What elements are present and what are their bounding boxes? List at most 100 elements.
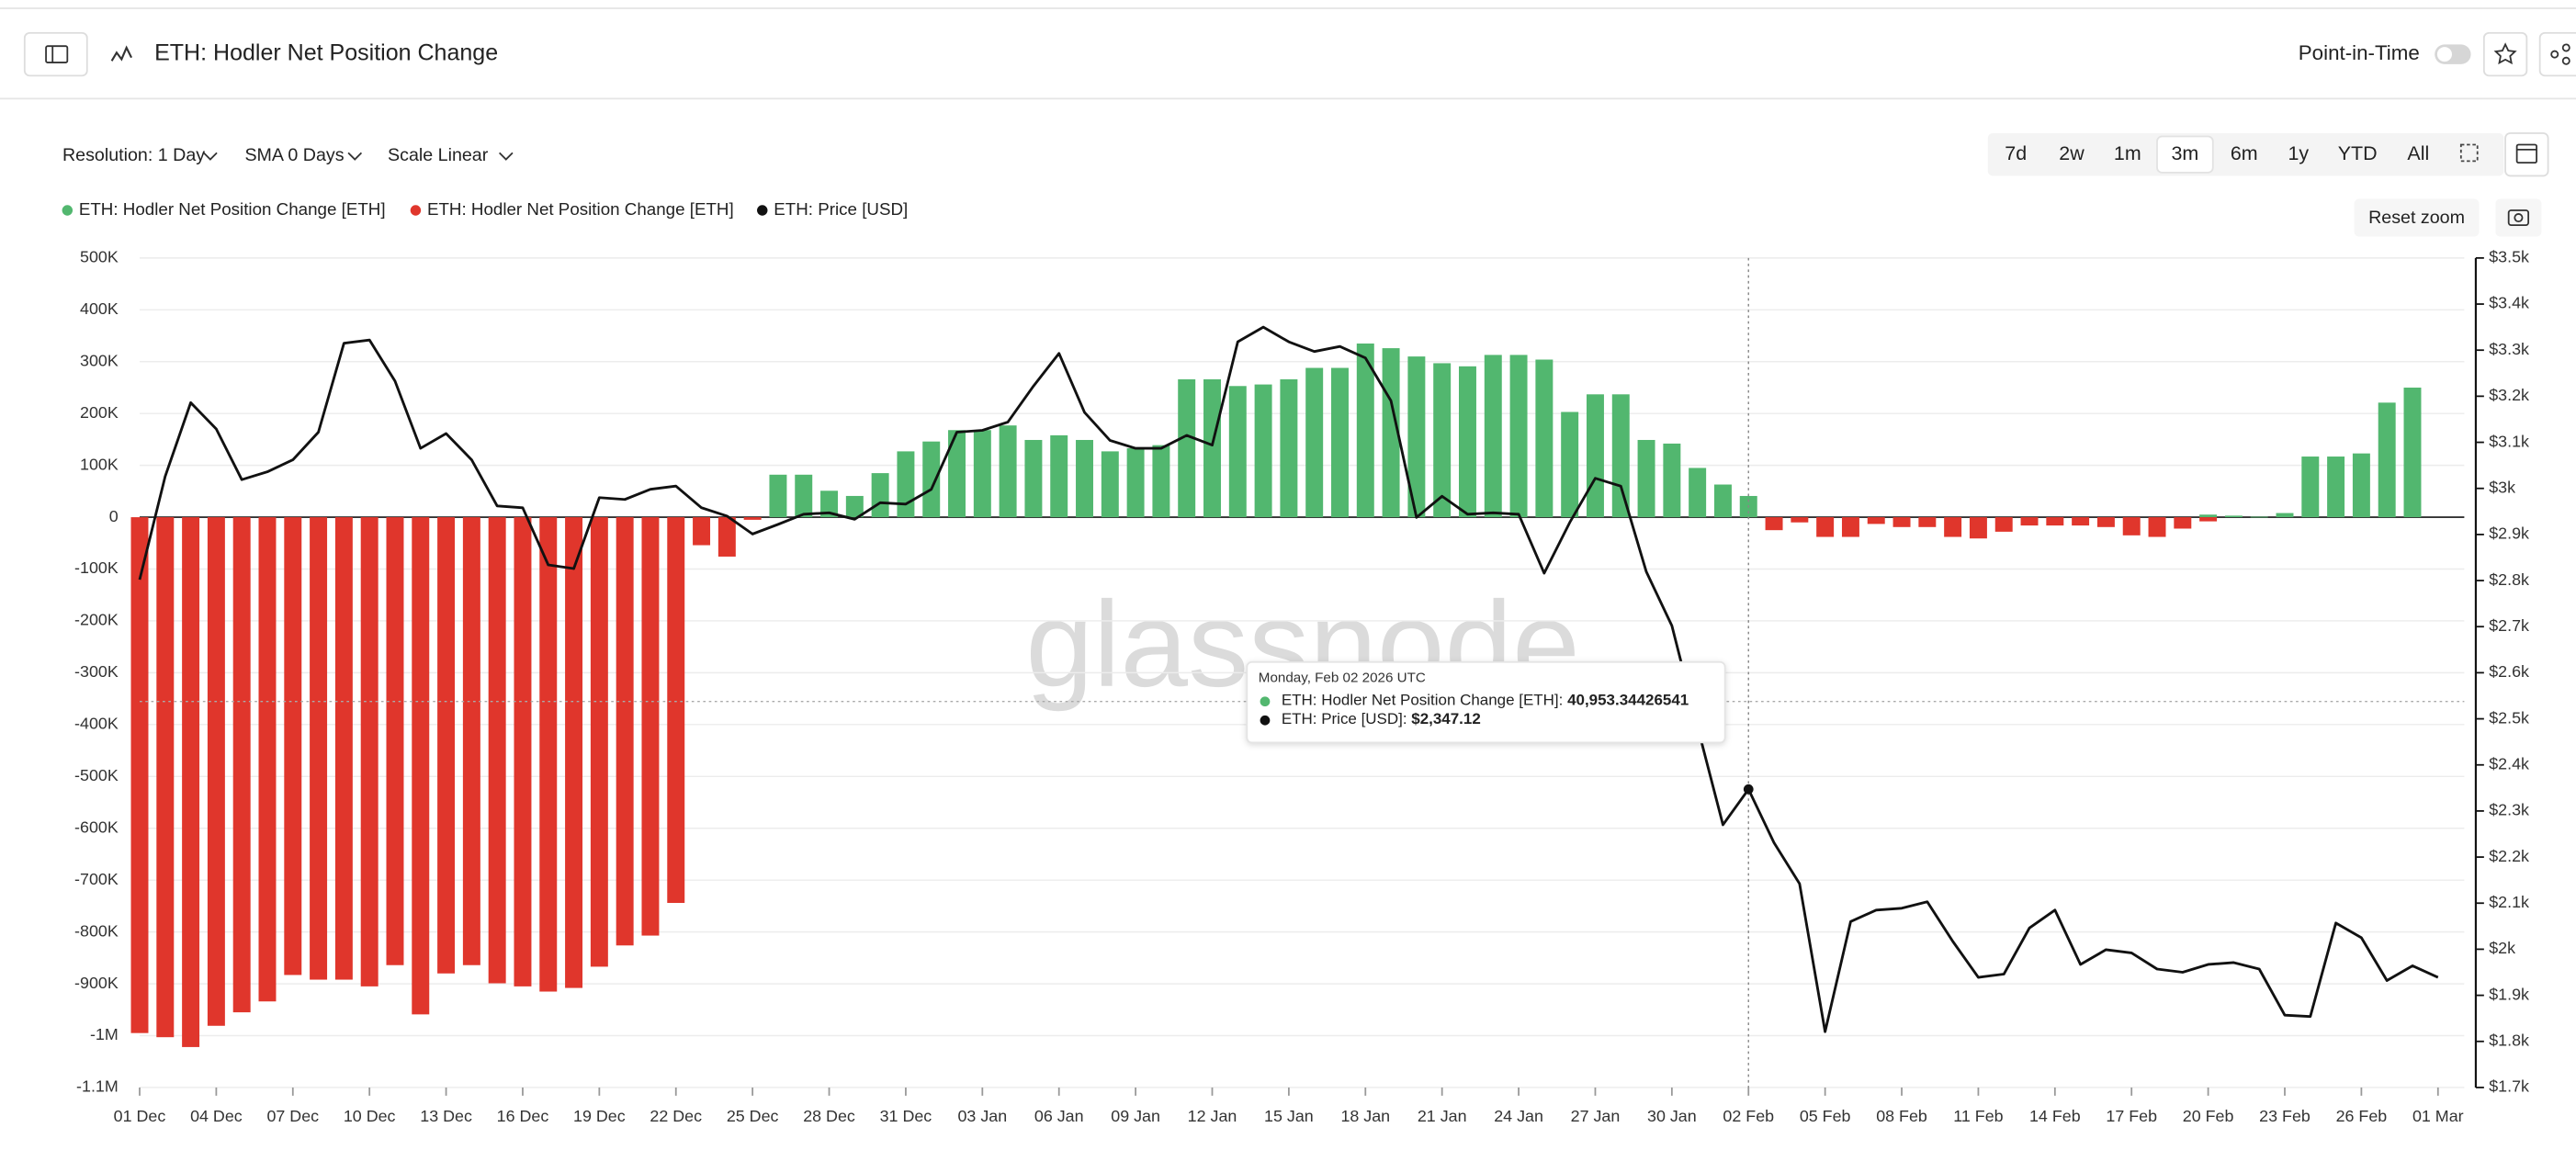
y-tick-label: -600K: [74, 817, 119, 836]
x-tick-label: 03 Jan: [957, 1107, 1007, 1125]
bar: [1356, 343, 1374, 518]
bar: [437, 517, 456, 974]
bar: [1969, 517, 1987, 539]
y2-tick-label: $1.8k: [2489, 1031, 2529, 1049]
bar: [130, 517, 149, 1033]
x-tick-label: 25 Dec: [727, 1107, 779, 1125]
reset-zoom-label: Reset zoom: [2368, 208, 2465, 228]
bar: [156, 517, 175, 1038]
x-tick-label: 21 Jan: [1418, 1107, 1467, 1125]
bar: [412, 517, 430, 1015]
range-label: 6m: [2231, 142, 2258, 164]
point-in-time-toggle[interactable]: [2435, 44, 2471, 64]
bar: [1892, 517, 1911, 527]
legend-item[interactable]: ETH: Price [USD]: [757, 199, 908, 219]
y-tick-label: 300K: [80, 351, 119, 369]
bar: [641, 517, 660, 936]
range-label: 7d: [2005, 142, 2027, 164]
bar: [2224, 515, 2243, 518]
x-tick-label: 17 Feb: [2106, 1107, 2157, 1125]
bar: [1944, 517, 1962, 537]
x-tick-label: 05 Feb: [1800, 1107, 1851, 1125]
range-button[interactable]: 1y: [2288, 142, 2309, 164]
reset-zoom-button[interactable]: Reset zoom: [2354, 198, 2480, 237]
tooltip-title: Monday, Feb 02 2026 UTC: [1259, 671, 1426, 686]
legend-swatch: [410, 205, 422, 216]
y2-tick-label: $3.5k: [2489, 248, 2529, 266]
tooltip-row: ETH: Price [USD]: $2,347.12: [1282, 711, 1481, 728]
y2-tick-label: $2.5k: [2489, 708, 2529, 727]
y2-tick-label: $1.9k: [2489, 985, 2529, 1003]
sma-dropdown[interactable]: SMA 0 Days: [244, 145, 363, 165]
range-button[interactable]: 6m: [2231, 142, 2258, 164]
y2-tick-label: $2.3k: [2489, 801, 2529, 819]
y-tick-label: -100K: [74, 558, 119, 577]
x-tick-label: 04 Dec: [190, 1107, 243, 1125]
scale-dropdown[interactable]: Scale Linear: [388, 145, 514, 165]
bar: [845, 495, 864, 518]
legend-label: ETH: Price [USD]: [774, 199, 908, 219]
range-button[interactable]: 1m: [2114, 142, 2141, 164]
range-button[interactable]: All: [2407, 142, 2429, 164]
bar: [1867, 517, 1885, 524]
legend-label: ETH: Hodler Net Position Change [ETH]: [427, 199, 734, 219]
x-tick-label: 13 Dec: [420, 1107, 472, 1125]
y-tick-label: -700K: [74, 870, 119, 888]
tooltip-swatch: [1260, 715, 1271, 726]
legend-item[interactable]: ETH: Hodler Net Position Change [ETH]: [410, 199, 734, 219]
range-button[interactable]: 7d: [2005, 142, 2027, 164]
screenshot-button[interactable]: [2495, 198, 2542, 237]
bar: [973, 430, 991, 518]
share-button[interactable]: [2538, 31, 2576, 77]
legend-item[interactable]: ETH: Hodler Net Position Change [ETH]: [62, 199, 386, 219]
bar: [334, 517, 353, 980]
calendar-button[interactable]: [2504, 132, 2549, 177]
tooltip-box: [1246, 660, 1726, 744]
bar: [1024, 439, 1043, 518]
bar: [769, 474, 787, 518]
favorite-button[interactable]: [2482, 31, 2528, 77]
y-tick-label: -1.1M: [76, 1077, 119, 1096]
bar: [565, 517, 583, 988]
bar: [2276, 513, 2294, 518]
legend-swatch: [757, 205, 768, 216]
bar: [693, 517, 711, 546]
y-tick-label: 400K: [80, 299, 119, 318]
sma-label: SMA 0 Days: [244, 145, 344, 165]
bar: [1561, 412, 1579, 518]
y-tick-label: 500K: [80, 248, 119, 266]
range-label: 1m: [2114, 142, 2141, 164]
bar: [1918, 517, 1937, 527]
bar: [1203, 378, 1221, 518]
bar: [1689, 468, 1707, 518]
y2-tick-label: $3.3k: [2489, 340, 2529, 358]
bar: [1765, 517, 1783, 531]
bar: [999, 425, 1017, 518]
range-button[interactable]: 3m: [2156, 135, 2214, 174]
y2-tick-label: $2.1k: [2489, 893, 2529, 911]
x-tick-label: 20 Feb: [2183, 1107, 2234, 1125]
sidebar-button[interactable]: [23, 31, 88, 77]
x-tick-label: 02 Feb: [1723, 1107, 1774, 1125]
bar: [1254, 384, 1272, 518]
y2-tick-label: $2.2k: [2489, 847, 2529, 865]
bar: [795, 474, 813, 518]
y-tick-label: -400K: [74, 715, 119, 733]
resolution-dropdown[interactable]: Resolution: 1 Day: [62, 145, 218, 165]
bar: [1586, 394, 1604, 518]
bar: [820, 490, 839, 518]
zoom-select-button[interactable]: [2459, 143, 2479, 163]
bar: [386, 517, 404, 965]
bar: [717, 517, 736, 557]
bar: [2020, 517, 2039, 526]
tooltip-label: ETH: Price [USD]:: [1282, 711, 1411, 728]
metric-icon: [110, 45, 133, 62]
point-in-time-label: Point-in-Time: [2299, 41, 2420, 64]
range-button[interactable]: 2w: [2059, 142, 2085, 164]
range-button[interactable]: YTD: [2338, 142, 2378, 164]
bar: [2148, 517, 2166, 537]
bar: [922, 441, 941, 518]
bar: [2122, 517, 2141, 536]
bar: [258, 517, 277, 1002]
bar: [2250, 516, 2268, 518]
